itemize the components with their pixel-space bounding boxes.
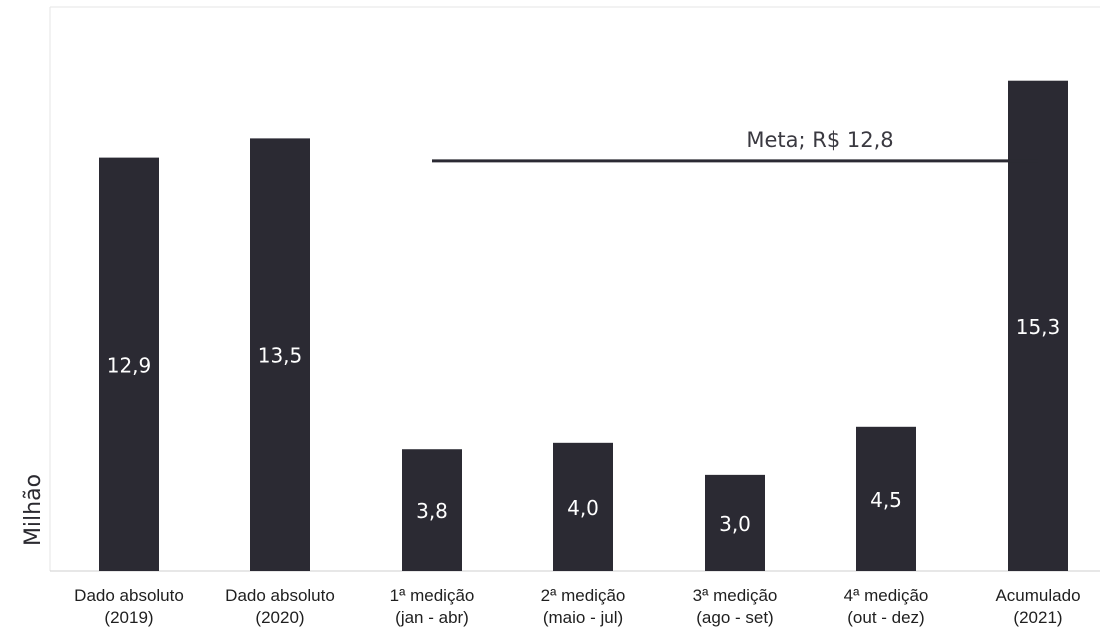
y-axis-label: Milhão [21,474,46,546]
x-tick-label-1-line-1: Dado absoluto [74,586,184,605]
bar-5 [705,474,765,571]
data-label-4: 4,0 [567,496,599,520]
x-tick-label-7-line-1: Acumulado [995,586,1080,605]
bar-1 [99,157,159,571]
bar-6 [856,426,916,571]
meta-reference-label: Meta; R$ 12,8 [746,128,893,152]
x-tick-label-5-line-2: (ago - set) [696,608,773,627]
x-tick-label-4-line-1: 2ª medição [541,586,626,605]
x-tick-label-6-line-2: (out - dez) [847,608,924,627]
data-label-2: 13,5 [258,344,303,368]
data-label-3: 3,8 [416,499,448,523]
x-tick-label-2-line-1: Dado absoluto [225,586,335,605]
x-tick-label-5-line-1: 3ª medição [693,586,778,605]
bar-2 [250,138,310,572]
data-label-5: 3,0 [719,512,751,536]
data-label-7: 15,3 [1016,315,1061,339]
data-label-6: 4,5 [870,488,902,512]
x-tick-label-4-line-2: (maio - jul) [543,608,623,627]
bars-group: 12,9 13,5 3,8 4,0 3,0 4,5 15,3 [99,80,1068,572]
reference-line-group: Meta; R$ 12,8 [432,128,1038,163]
bar-4 [553,442,613,571]
data-label-1: 12,9 [107,353,152,377]
x-tick-labels: Dado absoluto (2019) Dado absoluto (2020) 1ª… [74,586,1080,627]
x-tick-label-7-line-2: (2021) [1013,608,1062,627]
x-tick-label-3-line-2: (jan - abr) [395,608,469,627]
x-tick-label-3-line-1: 1ª medição [390,586,475,605]
x-tick-label-1-line-2: (2019) [104,608,153,627]
bar-7 [1008,80,1068,572]
x-tick-label-2-line-2: (2020) [255,608,304,627]
x-tick-label-6-line-1: 4ª medição [844,586,929,605]
bar-3 [402,449,462,571]
